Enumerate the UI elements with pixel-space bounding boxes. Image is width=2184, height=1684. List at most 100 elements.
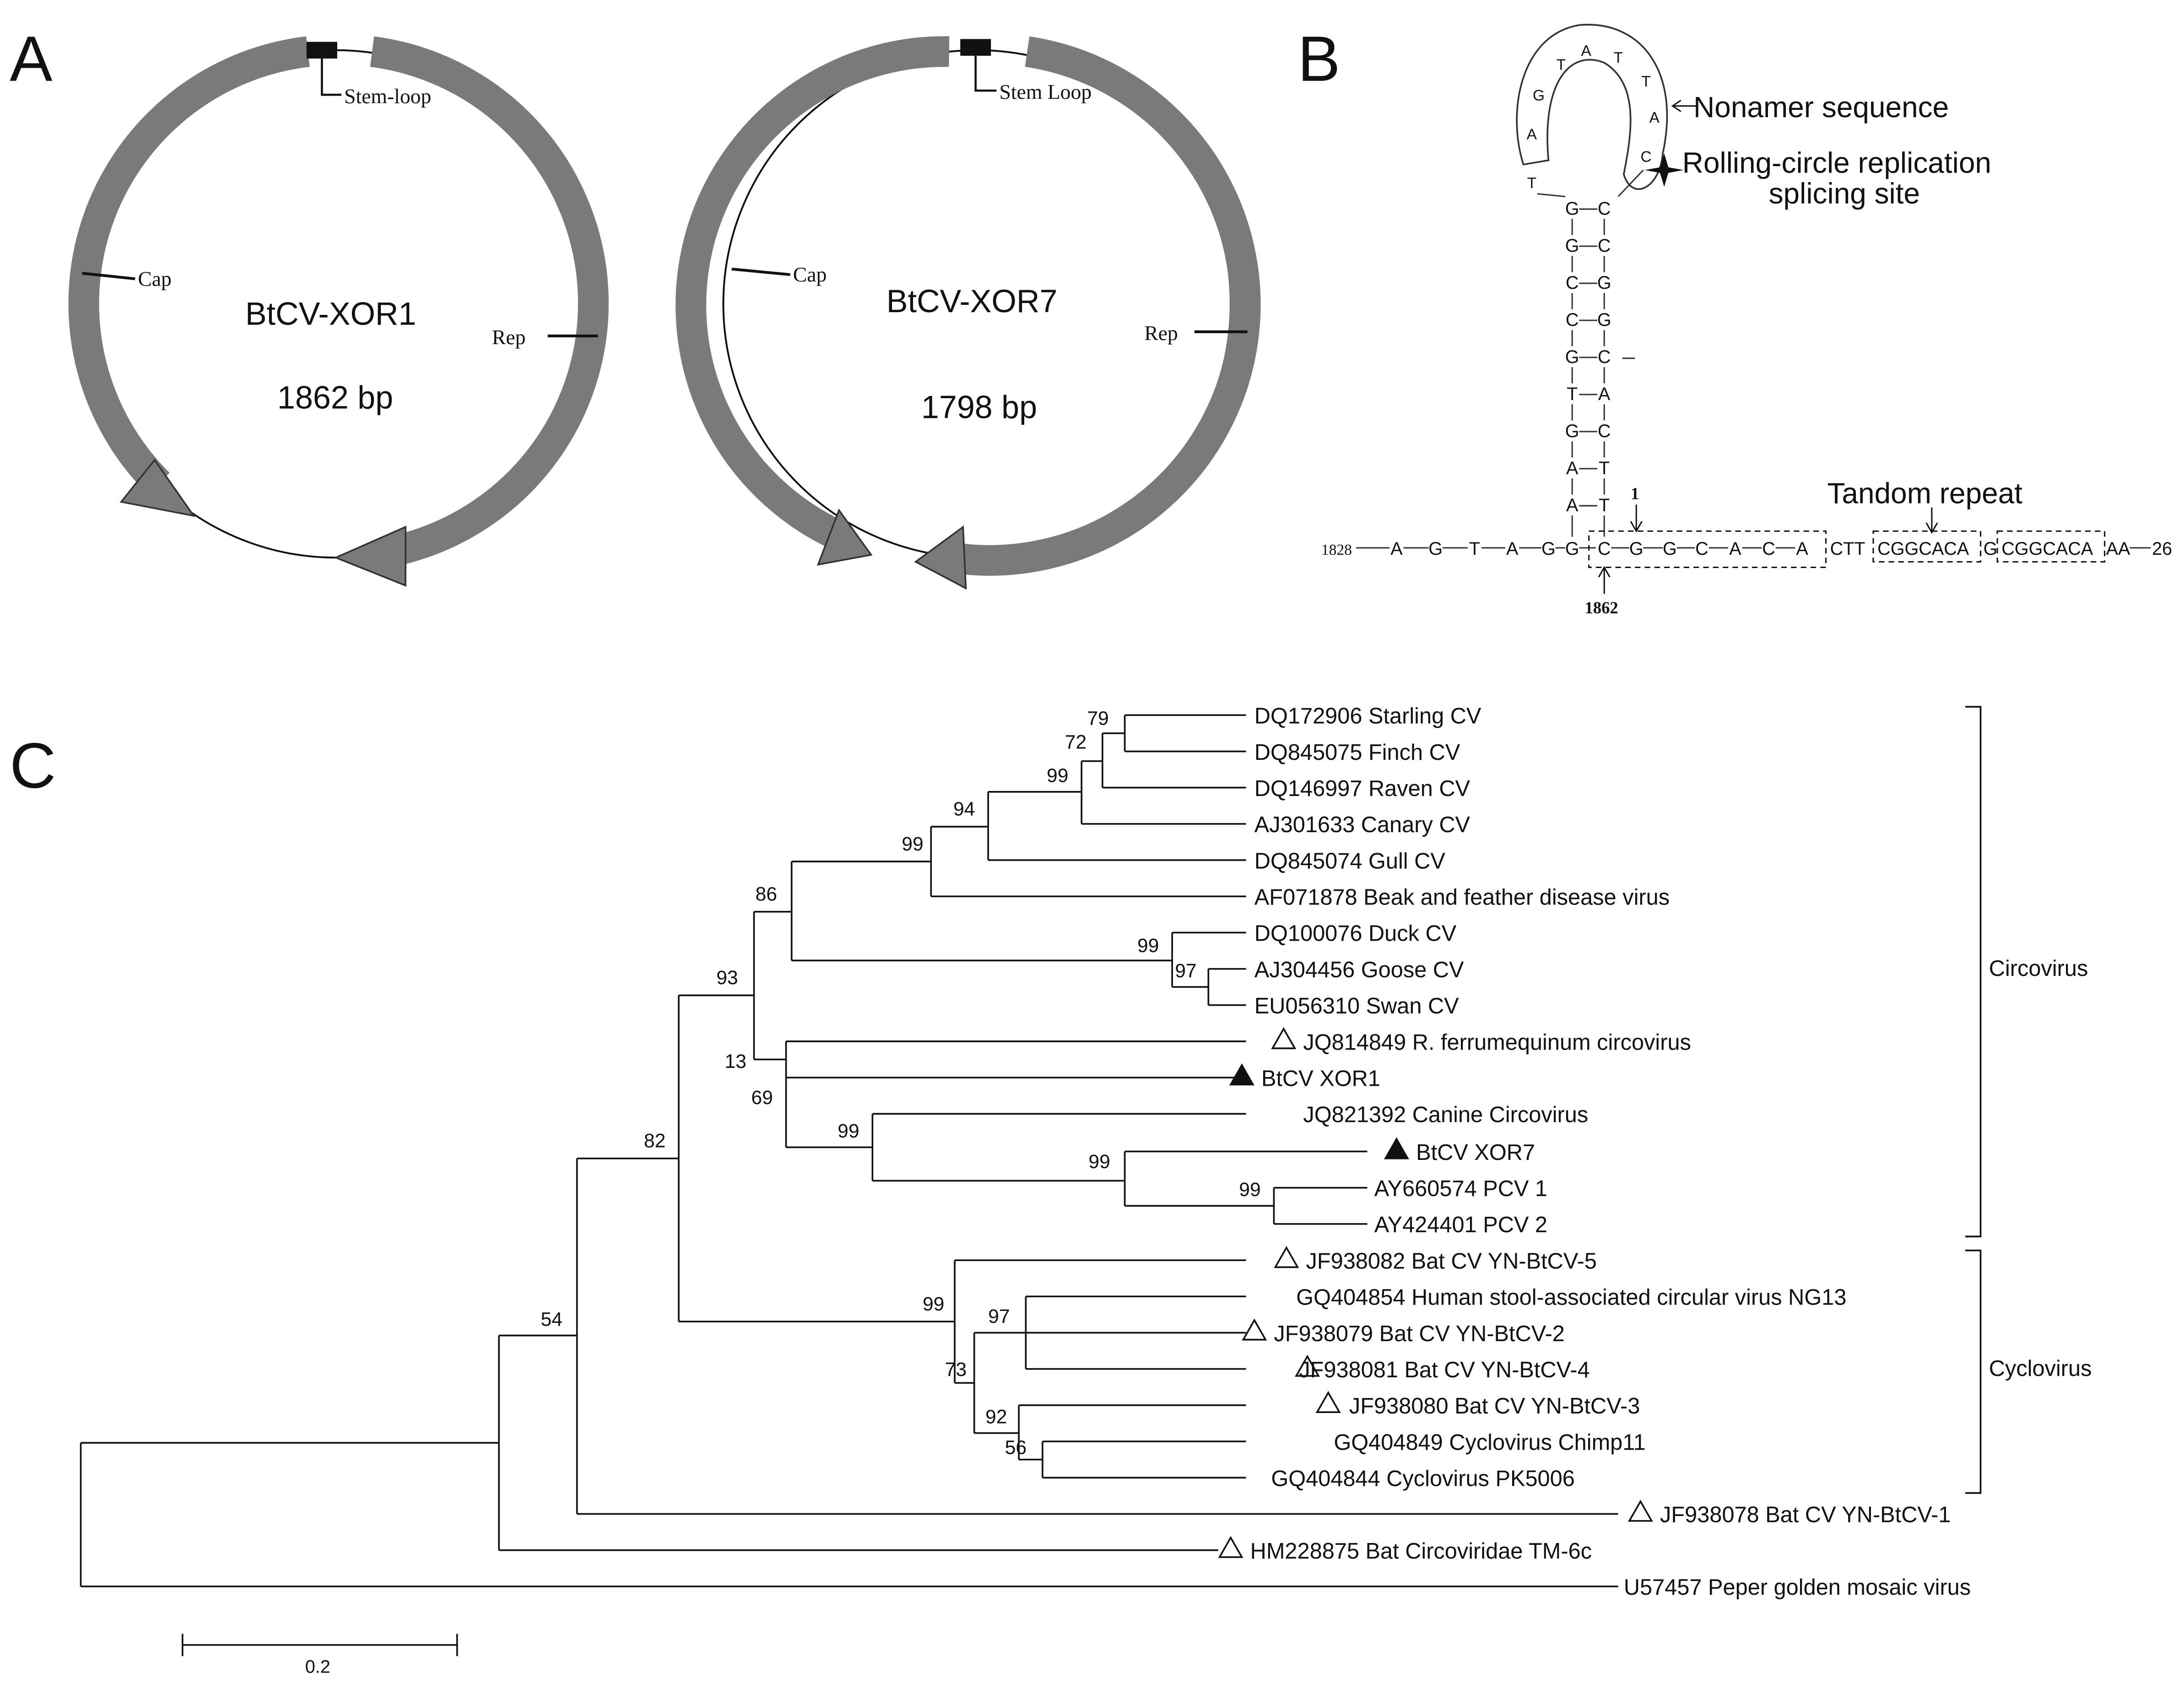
nonamer-loop-outline [1516,24,1668,190]
bootstrap-value: 86 [756,883,777,905]
rep-gene-arrow [950,36,1261,576]
bootstrap-value: 97 [1175,960,1196,982]
bootstrap-value: 94 [953,798,975,820]
bootstrap-value: 93 [716,967,738,989]
taxon-label: JF938080 Bat CV YN-BtCV-3 [1349,1394,1640,1419]
loop-base: T [1613,49,1622,66]
taxon-label: DQ845075 Finch CV [1254,740,1460,765]
phylogenetic-tree [80,706,1982,1657]
origin-base: A [1729,539,1741,559]
stem-loop-label-xor7: Stem Loop [999,80,1092,103]
taxon-label: JF938081 Bat CV YN-BtCV-4 [1299,1358,1589,1382]
taxon-label: JF938082 Bat CV YN-BtCV-5 [1306,1249,1596,1273]
cap-gene-arrow [68,36,310,495]
taxon-label: GQ404854 Human stool-associated circular… [1296,1285,1846,1310]
genome-name-xor7: BtCV-XOR7 [887,283,1058,319]
loop-base: A [1581,43,1591,60]
stem-base-left: G [1565,199,1579,219]
panel-label-c: C [10,730,56,801]
cap-label-xor1: Cap [138,267,172,290]
taxon-label: GQ404849 Cyclovirus Chimp11 [1334,1430,1645,1455]
loop-base: T [1557,56,1566,73]
stem-base-right: G [1597,310,1611,330]
bootstrap-value: 73 [945,1359,967,1381]
base: G [1565,539,1579,559]
position-1862-label: 1862 [1585,598,1618,617]
stem-base-right: C [1598,199,1611,219]
bootstrap-value: 99 [1088,1151,1110,1173]
bootstrap-value: 69 [751,1087,773,1109]
taxon-label: JF938078 Bat CV YN-BtCV-1 [1660,1503,1951,1527]
taxon-label: JQ814849 R. ferrumequinum circovirus [1303,1030,1691,1055]
taxon-label: AY424401 PCV 2 [1374,1213,1547,1237]
base: G [1541,539,1556,559]
base: A [1390,539,1403,559]
tandem-repeat-gap: G [1984,539,1998,559]
nonamer-label: Nonamer sequence [1693,91,1949,124]
taxon-label: BtCV XOR1 [1261,1066,1380,1091]
open-triangle-icon [1315,1391,1341,1413]
genome-name-xor1: BtCV-XOR1 [245,296,416,332]
stem-base-left: T [1567,384,1578,404]
after-box-bases: CTT [1830,539,1865,559]
panel-label-a: A [10,23,53,95]
splicing-site-star [1644,153,1684,187]
bootstrap-value: 99 [838,1120,859,1142]
scale-bar-label: 0.2 [305,1657,330,1677]
stem-loop-marker [306,42,337,59]
stem-bases: G CG CC GC GG CT AG CA TA T [1537,169,1644,537]
stem-base-left: A [1566,458,1579,478]
origin-box [1588,530,1827,569]
stem-base-right: A [1598,384,1611,404]
taxon-label: DQ146997 Raven CV [1254,776,1470,801]
bootstrap-value: 82 [644,1130,665,1152]
tandem-repeat-label: Tandom repeat [1827,477,2023,509]
loop-base: T [1527,175,1536,192]
position-1-label: 1 [1631,484,1639,503]
tandem-repeat-1: CGGCACA [1877,539,1969,559]
filled-triangle-icon [1384,1137,1409,1159]
circovirus-bracket [1965,706,1982,1238]
plasmid-map-xor1: Stem-loop Cap Rep BtCV-XOR1 1862 bp [68,36,609,587]
open-triangle-icon [1295,1354,1320,1377]
stem-base-right: C [1598,421,1611,441]
stem-loop-marker [960,39,991,56]
loop-base: A [1649,109,1660,126]
splicing-label-line2: splicing site [1769,177,1920,210]
open-triangle-icon [1274,1246,1299,1268]
bootstrap-value: 97 [988,1305,1010,1327]
stem-loop-label-xor1: Stem-loop [344,84,431,108]
splicing-label-line1: Rolling-circle replication [1682,146,1991,179]
taxon-label: AY660574 PCV 1 [1374,1176,1547,1201]
taxa-labels: DQ172906 Starling CV DQ845075 Finch CV DQ1… [1218,704,1971,1600]
stem-base-left: C [1566,310,1579,330]
origin-base: C [1598,539,1611,559]
stem-base-right: G [1597,273,1611,293]
origin-base: C [1762,539,1775,559]
base: T [1469,539,1480,559]
loop-base: A [1527,126,1537,143]
taxon-label: AJ301633 Canary CV [1254,812,1470,837]
group-cyclovirus: Cyclovirus [1989,1356,2092,1381]
genome-length-xor7: 1798 bp [921,390,1037,425]
taxon-label: U57457 Peper golden mosaic virus [1624,1575,1971,1600]
genome-length-xor1: 1862 bp [277,379,393,415]
tandem-repeat-2: CGGCACA [2001,539,2093,559]
taxon-label: EU056310 Swan CV [1254,994,1459,1018]
tail-bases: AA [2106,539,2130,559]
bootstrap-value: 92 [985,1406,1007,1428]
bootstrap-value: 99 [1047,765,1068,787]
group-circovirus: Circovirus [1989,956,2088,981]
bootstrap-value: 99 [902,833,923,855]
rep-label-xor1: Rep [492,325,526,349]
base-strand-left: 1828 A G T A G G [1321,539,1596,559]
rep-gene-arrow [370,36,609,566]
origin-base: A [1796,539,1808,559]
taxon-label: JF938079 Bat CV YN-BtCV-2 [1274,1321,1564,1346]
scale-bar [181,1634,458,1657]
bootstrap-value: 99 [1239,1179,1260,1201]
